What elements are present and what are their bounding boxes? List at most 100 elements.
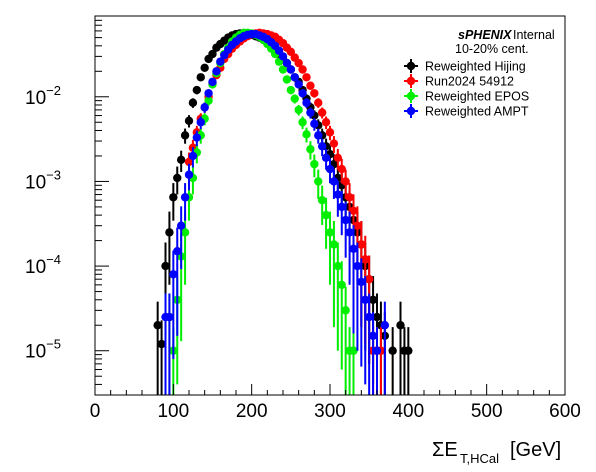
data-point <box>325 228 335 237</box>
data-point <box>302 73 311 82</box>
y-tick-label: 10−3 <box>25 167 61 193</box>
data-point <box>314 131 323 140</box>
data-point <box>314 177 323 186</box>
data-point <box>349 244 358 254</box>
data-point <box>333 190 343 199</box>
data-point <box>310 89 319 98</box>
data-point <box>317 108 327 117</box>
status-label: Internal <box>513 28 555 42</box>
x-tick-label: 400 <box>392 401 424 422</box>
data-point <box>372 312 382 322</box>
data-point <box>368 295 378 304</box>
data-point <box>321 153 331 163</box>
data-point <box>184 116 194 126</box>
data-point <box>176 155 186 165</box>
data-point <box>294 58 303 68</box>
legend-entry: Reweighted AMPT <box>404 104 529 119</box>
x-tick-label: 0 <box>90 401 101 422</box>
data-point <box>353 221 362 230</box>
data-point <box>337 280 346 290</box>
data-point <box>212 67 221 76</box>
data-point <box>282 58 292 68</box>
data-point <box>345 228 354 237</box>
data-point <box>372 346 382 355</box>
data-point <box>321 118 331 127</box>
x-axis-title-unit: [GeV] <box>510 439 561 461</box>
data-point <box>329 177 339 186</box>
legend-entry: Reweighted Hijing <box>404 59 526 74</box>
data-point <box>278 65 288 74</box>
data-point <box>169 193 178 202</box>
data-point <box>337 202 346 212</box>
axes: 0 100 200 300 400 500 600 10−5 10−4 10−3 10−2 <box>25 15 581 422</box>
data-point <box>180 228 190 237</box>
data-point <box>196 73 205 82</box>
legend-label: Reweighted AMPT <box>425 105 529 119</box>
data-point <box>298 89 307 98</box>
data-point <box>364 274 374 284</box>
data-point <box>169 270 178 279</box>
data-point <box>302 130 311 139</box>
data-point <box>345 193 354 202</box>
data-point <box>321 210 331 220</box>
data-point <box>357 277 366 287</box>
data-point <box>200 63 209 72</box>
data-point <box>165 228 174 237</box>
data-point <box>306 108 315 117</box>
data-point <box>196 118 205 127</box>
data-point <box>192 85 202 95</box>
data-point <box>306 145 315 154</box>
data-point <box>302 98 311 107</box>
data-point <box>333 153 343 163</box>
data-point <box>290 94 299 103</box>
data-point <box>317 196 327 205</box>
data-point <box>314 98 323 107</box>
data-point <box>349 206 358 215</box>
data-point <box>349 346 358 355</box>
centrality-label: 10-20% cent. <box>455 42 529 56</box>
data-point <box>329 139 339 148</box>
data-point <box>282 75 292 84</box>
data-point <box>153 321 162 330</box>
y-tick-label: 10−2 <box>25 83 61 109</box>
data-point <box>294 80 303 89</box>
x-tick-label: 300 <box>314 401 346 422</box>
data-point <box>278 52 288 61</box>
data-point <box>286 65 296 74</box>
data-point <box>294 105 303 115</box>
data-point <box>357 240 366 249</box>
data-point <box>361 255 370 264</box>
legend-label: Run2024 54912 <box>425 75 514 89</box>
data-point <box>180 131 190 140</box>
data-point <box>188 98 198 107</box>
data-point <box>161 261 170 271</box>
x-tick-label: 200 <box>236 401 268 422</box>
data-point <box>180 193 190 202</box>
data-point <box>353 261 362 271</box>
data-point <box>216 57 225 66</box>
data-point <box>329 240 339 249</box>
data-point <box>208 49 217 59</box>
data-point <box>184 157 194 167</box>
legend: sPHENIX Internal 10-20% cent. Reweighted… <box>404 28 555 119</box>
legend-entry: Reweighted EPOS <box>404 89 529 104</box>
y-tick-label: 10−4 <box>25 252 61 278</box>
legend-marker <box>406 106 416 116</box>
data-point <box>341 177 350 186</box>
data-point <box>396 321 405 330</box>
x-axis-title: ΣE T,HCal [GeV] <box>432 439 561 466</box>
data-point <box>200 103 209 112</box>
data-point <box>298 118 307 127</box>
data-point <box>188 151 198 161</box>
data-point <box>325 128 335 137</box>
data-point <box>310 119 319 128</box>
legend-marker <box>406 61 416 71</box>
y-tick-label: 10−5 <box>25 337 61 363</box>
data-point <box>361 295 370 304</box>
legend-label: Reweighted EPOS <box>425 90 529 104</box>
data-point <box>157 339 166 349</box>
data-point <box>364 312 374 322</box>
series-reweighted-ampt <box>161 29 390 395</box>
data-point <box>165 312 174 322</box>
